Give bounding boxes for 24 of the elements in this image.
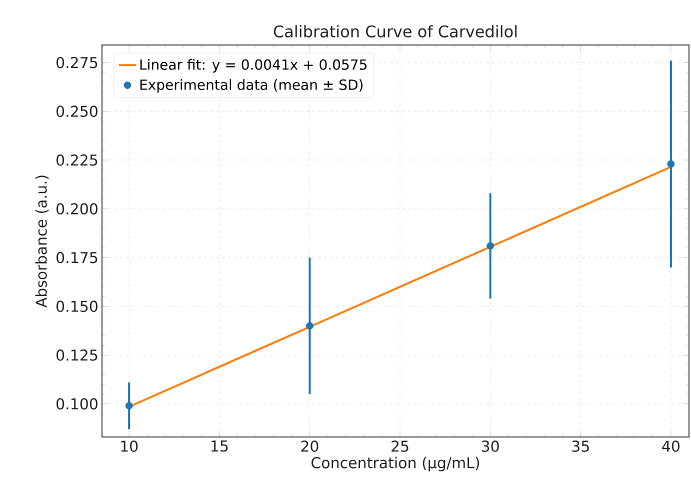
x-tick-label: 40 bbox=[662, 440, 680, 452]
legend-label: Linear fit: y = 0.0041x + 0.0575 bbox=[140, 59, 366, 73]
y-tick-label: 0.100 bbox=[56, 398, 98, 410]
chart-title: Calibration Curve of Carvedilol bbox=[274, 25, 517, 38]
y-tick-label: 0.250 bbox=[56, 106, 98, 117]
x-tick-label: 20 bbox=[301, 440, 318, 452]
y-tick-label: 0.125 bbox=[56, 349, 98, 361]
legend-label: Experimental data (mean ± SD) bbox=[140, 79, 363, 93]
y-tick-label: 0.200 bbox=[56, 203, 98, 214]
point bbox=[125, 402, 133, 410]
x-tick-label: 15 bbox=[212, 440, 228, 452]
y-tick-label: 0.175 bbox=[56, 252, 98, 264]
x-tick-label: 35 bbox=[572, 440, 589, 452]
y-axis-title: Absorbance (a.u.) bbox=[35, 176, 49, 308]
x-tick-label: 10 bbox=[121, 440, 138, 452]
x-tick-label: 25 bbox=[392, 440, 408, 452]
y-tick-label: 0.275 bbox=[56, 56, 98, 68]
point bbox=[306, 322, 314, 330]
y-tick-label: 0.225 bbox=[56, 154, 98, 166]
point bbox=[486, 242, 494, 250]
x-tick-label: 30 bbox=[482, 440, 499, 452]
point bbox=[667, 160, 675, 168]
y-tick-label: 0.150 bbox=[56, 300, 98, 312]
x-axis-title: Concentration (µg/mL) bbox=[312, 456, 480, 472]
